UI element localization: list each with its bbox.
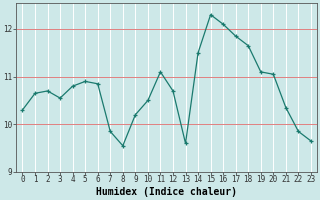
X-axis label: Humidex (Indice chaleur): Humidex (Indice chaleur)	[96, 187, 237, 197]
